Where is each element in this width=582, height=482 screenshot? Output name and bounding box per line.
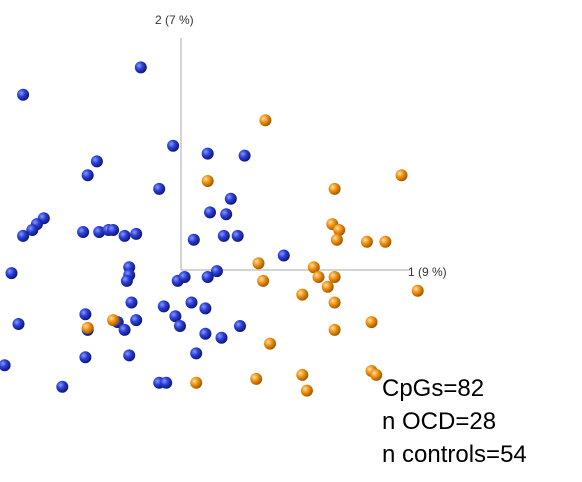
ocd-point-0	[259, 114, 272, 127]
ocd-point-18	[365, 316, 378, 329]
control-point-46	[199, 327, 212, 340]
control-point-43	[130, 314, 143, 327]
control-point-48	[79, 351, 92, 364]
ocd-point-10	[307, 261, 320, 274]
control-point-35	[185, 296, 198, 309]
control-point-37	[79, 308, 92, 321]
ocd-point-16	[411, 284, 424, 297]
x-axis-label: 1 (9 %)	[408, 265, 447, 279]
legend-n-ocd: n OCD=28	[382, 408, 497, 435]
ocd-point-2	[201, 175, 214, 187]
control-point-15	[93, 226, 106, 238]
ocd-point-28	[300, 384, 313, 397]
control-point-14	[77, 226, 90, 238]
control-point-0	[134, 61, 147, 74]
control-point-23	[231, 229, 244, 242]
control-point-1	[17, 88, 30, 101]
legend-cpgs: CpGs=82	[382, 375, 485, 402]
control-point-8	[224, 192, 237, 205]
ocd-point-6	[330, 233, 343, 246]
control-point-50	[190, 347, 203, 360]
ocd-point-1	[395, 169, 408, 182]
ocd-point-23	[296, 368, 309, 381]
control-point-45	[234, 320, 246, 332]
control-point-29	[210, 265, 223, 278]
control-point-2	[167, 139, 180, 152]
ocd-point-11	[312, 271, 325, 283]
control-point-54	[160, 376, 173, 389]
control-point-7	[153, 182, 166, 195]
ocd-point-3	[328, 182, 341, 195]
ocd-point-19	[81, 321, 94, 334]
ocd-point-12	[328, 271, 341, 283]
control-point-13	[26, 224, 39, 236]
control-point-49	[123, 349, 136, 362]
control-point-21	[187, 233, 200, 246]
ocd-point-15	[296, 288, 309, 301]
ocd-point-22	[264, 337, 276, 350]
control-point-25	[5, 267, 18, 280]
control-point-38	[199, 302, 212, 315]
control-point-4	[238, 149, 251, 162]
control-point-28	[120, 274, 133, 287]
ocd-point-27	[250, 372, 263, 385]
data-points	[0, 61, 424, 397]
control-point-10	[220, 208, 233, 221]
control-point-20	[130, 227, 143, 240]
ocd-point-14	[321, 280, 334, 293]
legend: CpGs=82 n OCD=28 n controls=54	[382, 372, 527, 471]
legend-n-controls: n controls=54	[382, 441, 527, 468]
ocd-point-9	[252, 257, 265, 270]
ocd-point-17	[328, 296, 341, 309]
control-point-31	[178, 271, 191, 283]
ocd-point-5	[333, 224, 346, 236]
ocd-point-25	[370, 368, 383, 381]
control-point-34	[157, 300, 170, 313]
ocd-point-13	[257, 274, 270, 287]
ocd-point-8	[379, 235, 392, 248]
ocd-point-21	[328, 323, 341, 336]
y-axis-label: 2 (7 %)	[155, 13, 194, 27]
control-point-5	[90, 155, 103, 168]
ocd-point-7	[360, 235, 373, 248]
control-point-17	[107, 224, 120, 236]
control-point-3	[201, 147, 214, 160]
control-point-39	[12, 318, 25, 330]
control-point-22	[217, 229, 230, 242]
control-point-36	[169, 310, 182, 323]
control-point-18	[17, 229, 30, 242]
control-point-9	[204, 206, 216, 219]
control-point-24	[277, 249, 290, 262]
control-point-44	[174, 320, 186, 332]
control-point-47	[215, 331, 228, 344]
control-point-33	[125, 296, 138, 309]
control-point-19	[118, 229, 131, 242]
control-point-6	[81, 169, 94, 182]
control-point-52	[56, 380, 69, 393]
control-point-32	[201, 271, 214, 283]
ocd-point-20	[107, 314, 120, 327]
ocd-point-26	[190, 376, 203, 389]
control-point-51	[0, 359, 11, 372]
control-point-42	[118, 323, 131, 336]
